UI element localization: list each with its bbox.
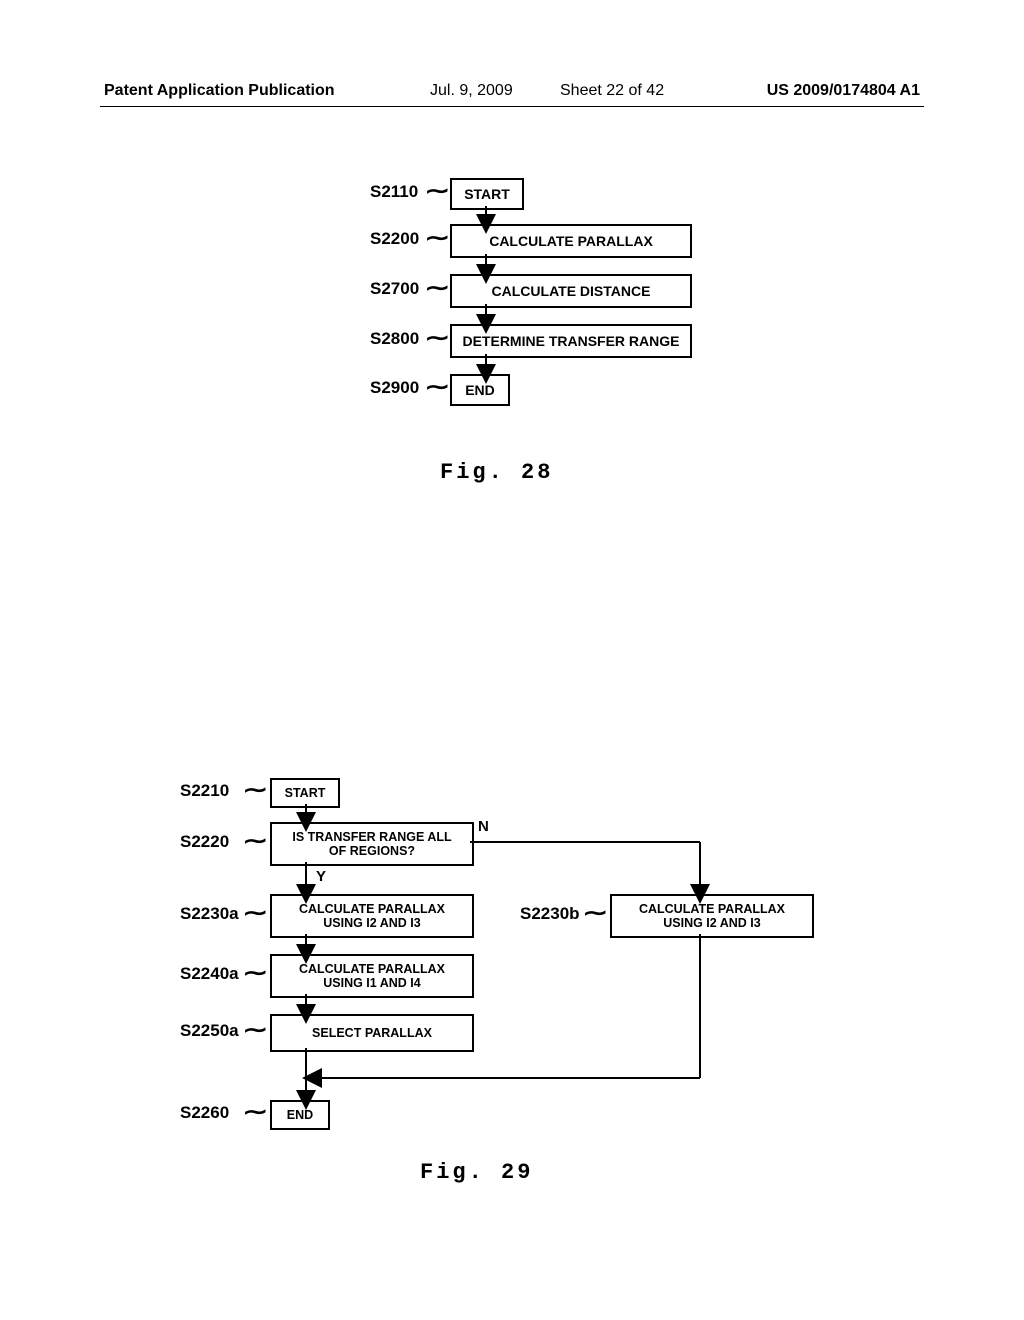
- step-label: S2240a: [180, 964, 239, 984]
- header-date: Jul. 9, 2009: [430, 82, 513, 100]
- step-label: S2900: [370, 378, 419, 398]
- connector-tilde: ∼: [424, 275, 450, 301]
- connector-tilde: ∼: [242, 1099, 268, 1125]
- connector-tilde: ∼: [242, 777, 268, 803]
- branch-no: N: [478, 818, 489, 835]
- page: Patent Application Publication Jul. 9, 2…: [0, 0, 1024, 1320]
- connector-tilde: ∼: [424, 225, 450, 251]
- step-label: S2230a: [180, 904, 239, 924]
- header-pubno: US 2009/0174804 A1: [767, 82, 920, 100]
- flow-box: CALCULATE DISTANCE: [450, 274, 692, 308]
- step-label: S2200: [370, 229, 419, 249]
- step-label: S2110: [370, 182, 418, 202]
- step-label: S2220: [180, 832, 229, 852]
- connector-tilde: ∼: [424, 178, 450, 204]
- flow-box: DETERMINE TRANSFER RANGE: [450, 324, 692, 358]
- step-label: S2210: [180, 781, 229, 801]
- connector-tilde: ∼: [424, 374, 450, 400]
- flow-box: CALCULATE PARALLAX USING I2 AND I3: [270, 894, 474, 938]
- flow-box: CALCULATE PARALLAX: [450, 224, 692, 258]
- connector-tilde: ∼: [242, 900, 268, 926]
- step-label: S2800: [370, 329, 419, 349]
- connector-tilde: ∼: [424, 325, 450, 351]
- step-label: S2230b: [520, 904, 580, 924]
- connector-tilde: ∼: [242, 1017, 268, 1043]
- header-publication: Patent Application Publication: [104, 82, 335, 100]
- connector-tilde: ∼: [242, 960, 268, 986]
- step-label: S2260: [180, 1103, 229, 1123]
- flow-box: END: [450, 374, 510, 406]
- step-label: S2700: [370, 279, 419, 299]
- flow-box: SELECT PARALLAX: [270, 1014, 474, 1052]
- flow-box: START: [270, 778, 340, 808]
- flow-box: END: [270, 1100, 330, 1130]
- fig28-caption: Fig. 28: [440, 460, 553, 485]
- connector-tilde: ∼: [582, 900, 608, 926]
- fig29-caption: Fig. 29: [420, 1160, 533, 1185]
- connector-tilde: ∼: [242, 828, 268, 854]
- flow-box: IS TRANSFER RANGE ALL OF REGIONS?: [270, 822, 474, 866]
- flow-box: START: [450, 178, 524, 210]
- flow-box: CALCULATE PARALLAX USING I2 AND I3: [610, 894, 814, 938]
- header-sheet: Sheet 22 of 42: [560, 82, 664, 100]
- flow-box: CALCULATE PARALLAX USING I1 AND I4: [270, 954, 474, 998]
- step-label: S2250a: [180, 1021, 239, 1041]
- header-rule: [100, 106, 924, 107]
- branch-yes: Y: [316, 868, 326, 885]
